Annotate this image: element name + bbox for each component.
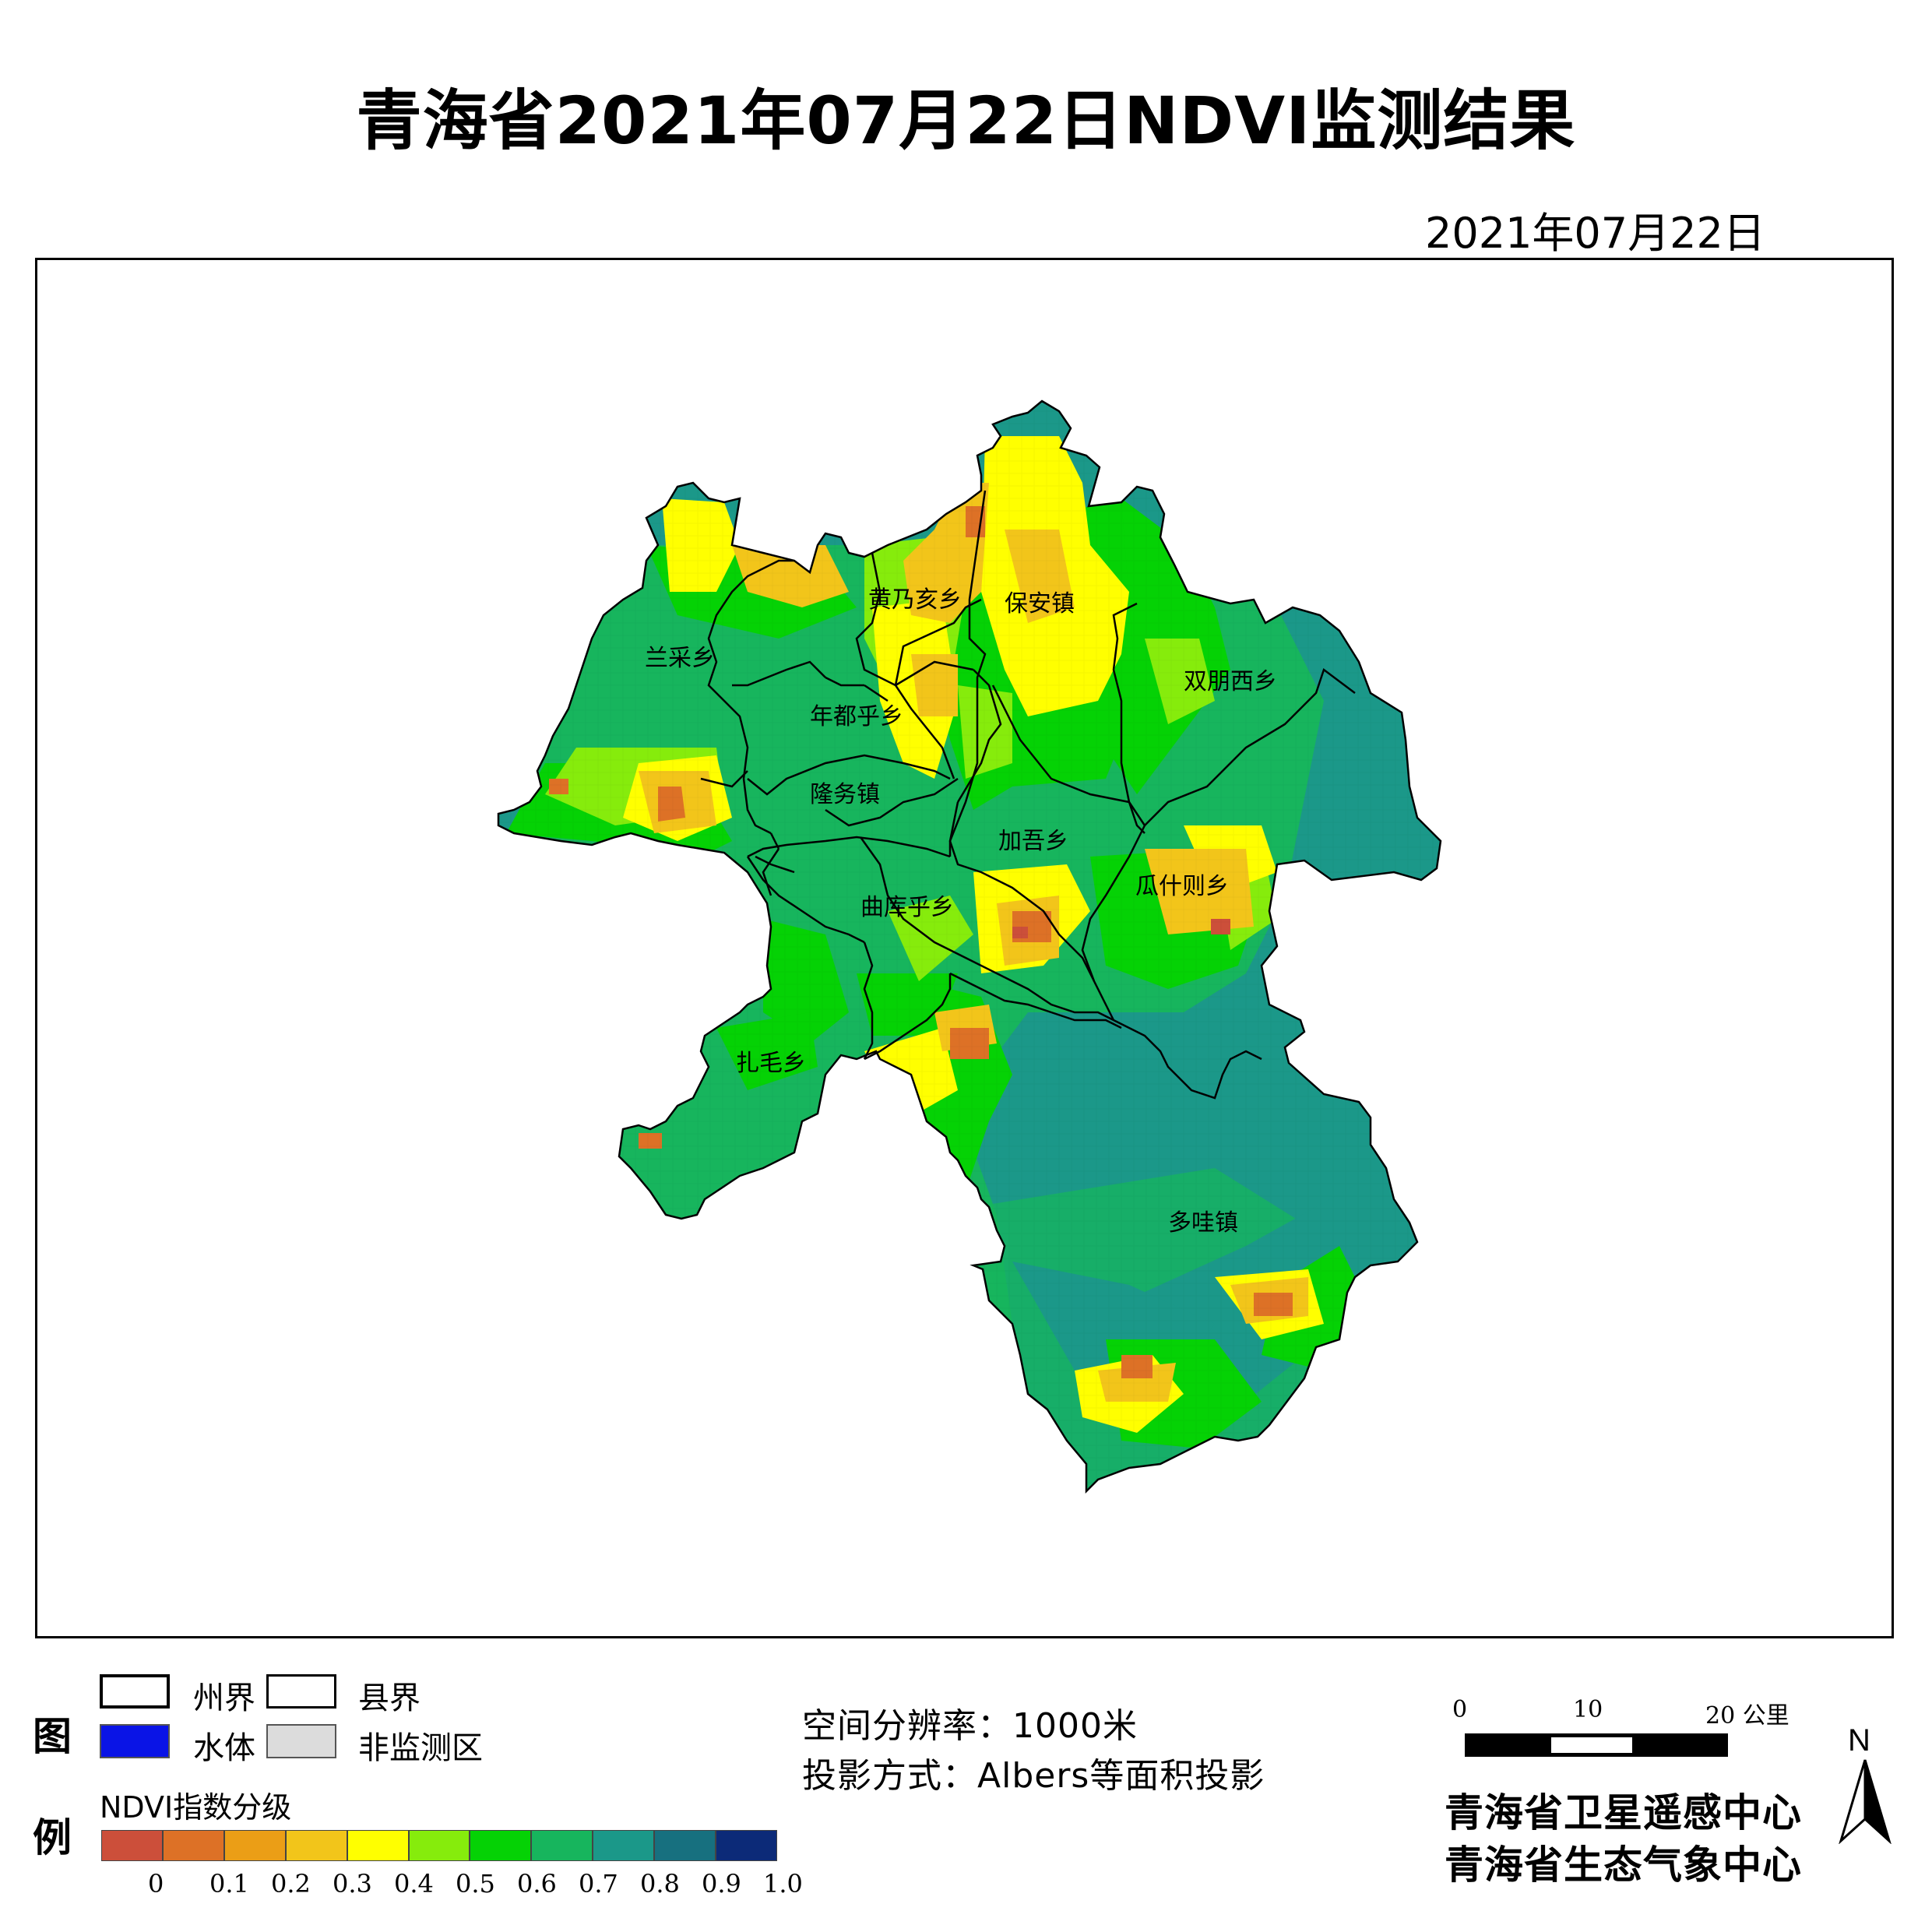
ndvi-class-swatch	[531, 1830, 593, 1861]
ndvi-class-label: NDVI指数分级	[100, 1790, 292, 1825]
place-label: 扎毛乡	[736, 1050, 806, 1077]
county-boundary-label: 县界	[358, 1680, 421, 1716]
place-label: 黄乃亥乡	[868, 586, 962, 614]
state-boundary-label: 州界	[193, 1680, 255, 1716]
ndvi-tick-label: 0.3	[333, 1869, 372, 1899]
ndvi-tick-label: 0.9	[702, 1869, 741, 1899]
ndvi-tick-label: 1.0	[763, 1869, 803, 1899]
map-title: 青海省2021年07月22日NDVI监测结果	[356, 83, 1576, 159]
place-label: 隆务镇	[810, 781, 880, 808]
place-label: 曲库乎乡	[860, 894, 954, 921]
ndvi-class-swatch	[470, 1830, 532, 1861]
place-label: 保安镇	[1005, 590, 1075, 618]
organization-1: 青海省卫星遥感中心	[1445, 1790, 1802, 1835]
scale-tick-20: 20 公里	[1705, 1702, 1789, 1730]
place-label: 兰采乡	[645, 645, 715, 672]
region-outline	[497, 399, 1442, 1494]
scale-bar	[1465, 1733, 1728, 1757]
map-frame	[35, 258, 1894, 1638]
ndvi-tick-label: 0	[148, 1869, 164, 1899]
township-boundaries	[700, 490, 1356, 1100]
ndvi-tick-label: 0.7	[579, 1869, 618, 1899]
ndvi-tick-label: 0.2	[271, 1869, 311, 1899]
scale-tick-10: 10	[1573, 1696, 1603, 1723]
map-date: 2021年07月22日	[1425, 209, 1765, 258]
projection-info: 投影方式：Albers等面积投影	[802, 1756, 1265, 1796]
legend-heading-bottom: 例	[33, 1815, 72, 1860]
place-label: 年都乎乡	[810, 703, 903, 730]
north-arrow-icon	[1839, 1759, 1892, 1844]
ndvi-tick-label: 0.5	[456, 1869, 495, 1899]
ndvi-class-swatch	[716, 1830, 777, 1861]
ndvi-class-swatch	[593, 1830, 655, 1861]
place-label: 加吾乡	[998, 828, 1068, 855]
ndvi-tick-label: 0.6	[517, 1869, 557, 1899]
organization-2: 青海省生态气象中心	[1445, 1842, 1802, 1888]
place-label: 瓜什则乡	[1135, 873, 1229, 900]
ndvi-class-swatch	[285, 1830, 347, 1861]
ndvi-class-swatch	[408, 1830, 470, 1861]
resolution-info: 空间分辨率：1000米	[802, 1706, 1138, 1746]
scale-tick-0: 0	[1452, 1696, 1468, 1723]
north-label: N	[1848, 1723, 1870, 1758]
non-monitored-label: 非监测区	[358, 1730, 483, 1766]
water-swatch	[100, 1724, 170, 1758]
ndvi-class-swatch	[654, 1830, 716, 1861]
water-label: 水体	[193, 1730, 255, 1766]
non-monitored-swatch	[266, 1724, 336, 1758]
ndvi-raster	[498, 401, 1441, 1491]
ndvi-class-swatch	[223, 1830, 286, 1861]
county-boundary-swatch	[266, 1674, 336, 1709]
ndvi-colorbar	[101, 1830, 777, 1861]
ndvi-colorbar-ticks: 0 0.1 0.2 0.3 0.4 0.5 0.6 0.7 0.8 0.9 1.0	[101, 1869, 803, 1900]
ndvi-class-swatch	[162, 1830, 224, 1861]
ndvi-tick-label: 0.8	[640, 1869, 680, 1899]
ndvi-class-swatch	[347, 1830, 409, 1861]
ndvi-class-swatch	[101, 1830, 163, 1861]
place-label: 双朋西乡	[1184, 668, 1277, 695]
ndvi-tick-label: 0.4	[394, 1869, 434, 1899]
legend-heading-top: 图	[33, 1714, 72, 1759]
ndvi-tick-label: 0.1	[209, 1869, 249, 1899]
place-label: 多哇镇	[1168, 1209, 1238, 1237]
state-boundary-swatch	[100, 1674, 170, 1709]
